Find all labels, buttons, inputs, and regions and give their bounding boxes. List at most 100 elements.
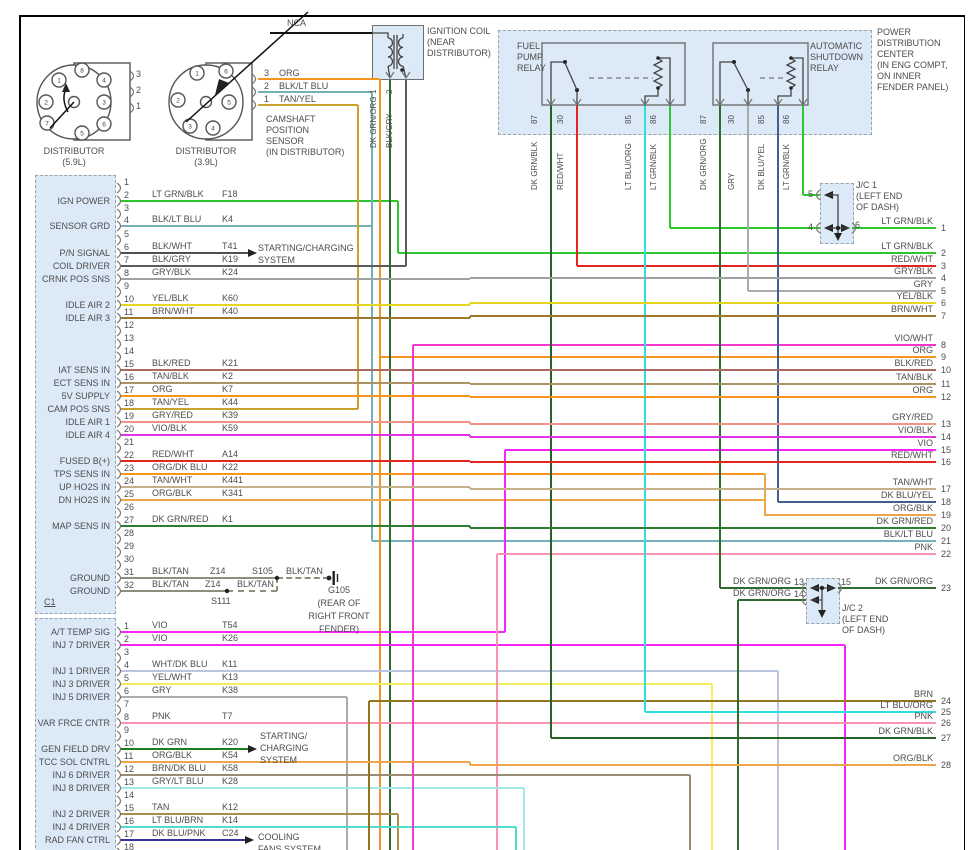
wire-segment bbox=[120, 839, 245, 841]
pin-number: 5 bbox=[124, 673, 130, 683]
pin-number: 8 bbox=[124, 268, 130, 278]
pin-number: 30 bbox=[124, 554, 135, 564]
jc2-caption: OF DASH) bbox=[842, 625, 886, 635]
wire-segment bbox=[496, 554, 498, 850]
right-wire-label: TAN/BLK bbox=[896, 372, 933, 382]
pcm-pin-function-label: INJ 3 DRIVER bbox=[52, 679, 110, 689]
wire-segment bbox=[120, 683, 712, 685]
pin-number: 10 bbox=[124, 294, 135, 304]
svg-text:3: 3 bbox=[188, 123, 192, 130]
splice-label: BLK/TAN bbox=[286, 566, 323, 576]
circuit-code-label: K39 bbox=[222, 410, 239, 420]
pin-number: 11 bbox=[124, 307, 134, 317]
right-terminal-number: 20 bbox=[941, 523, 952, 533]
circuit-code-label: K14 bbox=[222, 815, 239, 825]
pin-number: 6 bbox=[124, 242, 130, 252]
right-wire-label: DK BLU/YEL bbox=[880, 490, 933, 500]
pin-number: 2 bbox=[124, 190, 130, 200]
wire-segment bbox=[120, 631, 505, 633]
fuel-pump-relay-label: FUEL bbox=[517, 41, 541, 51]
right-wire-label: ORG/BLK bbox=[892, 753, 933, 763]
wire-segment bbox=[357, 105, 359, 409]
wire-segment bbox=[577, 265, 936, 267]
wire-segment bbox=[120, 225, 372, 227]
relay-pin-number: 85 bbox=[624, 115, 633, 124]
wire-segment bbox=[397, 814, 399, 850]
right-wire-label: LT BLU/ORG bbox=[880, 700, 933, 710]
wire-segment bbox=[277, 577, 329, 579]
pin-number: 8 bbox=[124, 712, 130, 722]
wire-color-label: PNK bbox=[152, 711, 171, 721]
right-terminal-number: 8 bbox=[941, 340, 947, 350]
distributor-stub-number: 1 bbox=[136, 101, 142, 111]
wire-segment bbox=[120, 644, 845, 646]
right-terminal-number: 19 bbox=[941, 510, 952, 520]
distributor-59-subtitle: (5.9L) bbox=[62, 157, 86, 167]
page-border-left bbox=[19, 15, 21, 850]
junction-connector-1-box bbox=[820, 183, 854, 244]
relay-wire-label: LT BLU/ORG bbox=[624, 143, 633, 190]
pcm-pin-function-label: TCC SOL CNTRL bbox=[38, 757, 110, 767]
right-terminal-number: 5 bbox=[941, 286, 947, 296]
ignition-coil-caption: (NEAR bbox=[427, 37, 456, 47]
right-wire-label: RED/WHT bbox=[891, 450, 933, 460]
distributor-stub-number: 2 bbox=[136, 85, 142, 95]
right-terminal-number: 14 bbox=[941, 432, 952, 442]
wire-segment bbox=[803, 194, 820, 196]
circuit-code-label: A14 bbox=[222, 449, 239, 459]
circuit-code-label: K44 bbox=[222, 397, 239, 407]
jc2-pin-number: 15 bbox=[841, 577, 852, 587]
ground-g105-label: (REAR OF bbox=[317, 598, 361, 608]
pcm-pin-function-label: SENSOR GRD bbox=[49, 221, 110, 231]
right-terminal-number: 17 bbox=[941, 484, 952, 494]
right-wire-label: LT GRN/BLK bbox=[881, 216, 933, 226]
circuit-code-label: K12 bbox=[222, 802, 239, 812]
circuit-code-label: K341 bbox=[222, 488, 244, 498]
wire-segment bbox=[469, 303, 471, 305]
wire-color-label: ORG/DK BLU bbox=[152, 462, 208, 472]
wire-segment bbox=[765, 514, 936, 516]
right-wire-label: BLK/RED bbox=[894, 358, 933, 368]
svg-text:8: 8 bbox=[80, 67, 84, 74]
pin-number: 29 bbox=[124, 541, 135, 551]
wire-color-label: BLK/WHT bbox=[152, 241, 193, 251]
wire-segment bbox=[470, 461, 936, 463]
wire-segment bbox=[469, 316, 471, 318]
pcm-connector-c1-box bbox=[35, 175, 116, 614]
right-wire-label: ORG bbox=[912, 345, 933, 355]
wire-color-label: YEL/WHT bbox=[152, 672, 193, 682]
svg-text:2: 2 bbox=[176, 97, 180, 104]
wire-color-label: LT BLU/BRN bbox=[152, 815, 204, 825]
asd-relay-label: SHUTDOWN bbox=[810, 52, 863, 62]
jc1-caption: J/C 1 bbox=[856, 180, 878, 190]
wire-segment bbox=[120, 252, 248, 254]
pin-number: 2 bbox=[124, 634, 130, 644]
pin-number: 4 bbox=[124, 215, 130, 225]
circuit-code-label: T41 bbox=[222, 241, 238, 251]
pdc-caption: (IN ENG COMPT, bbox=[877, 60, 948, 70]
wire-color-label: VIO bbox=[152, 633, 168, 643]
pcm-pin-function-label: IDLE AIR 2 bbox=[65, 300, 110, 310]
wire-segment bbox=[368, 701, 370, 850]
right-wire-label: YEL/BLK bbox=[896, 291, 933, 301]
circuit-code-label: K26 bbox=[222, 633, 239, 643]
coil-pin-number: 1 bbox=[369, 89, 378, 94]
wire-color-label: BLK/GRY bbox=[152, 254, 191, 264]
right-wire-label: RED/WHT bbox=[891, 254, 933, 264]
relay-wire-label: LT GRN/BLK bbox=[782, 144, 791, 190]
wire-color-label: DK GRN bbox=[152, 737, 188, 747]
wire-color-label: GRY bbox=[152, 685, 172, 695]
circuit-code-label: Z14 bbox=[210, 566, 226, 576]
distributor-39-title: DISTRIBUTOR bbox=[175, 146, 237, 156]
pcm-pin-function-label: INJ 5 DRIVER bbox=[52, 692, 110, 702]
pin-number: 16 bbox=[124, 372, 135, 382]
wire-color-label: LT GRN/BLK bbox=[152, 189, 204, 199]
wire-segment bbox=[120, 304, 470, 306]
sensor-wire-label: BLK/LT BLU bbox=[279, 81, 329, 91]
wire-segment bbox=[346, 697, 348, 850]
circuit-code-label: K38 bbox=[222, 685, 239, 695]
pcm-pin-function-label: IGN POWER bbox=[57, 196, 110, 206]
wire-segment bbox=[120, 382, 470, 384]
sensor-pin-number: 2 bbox=[264, 81, 270, 91]
